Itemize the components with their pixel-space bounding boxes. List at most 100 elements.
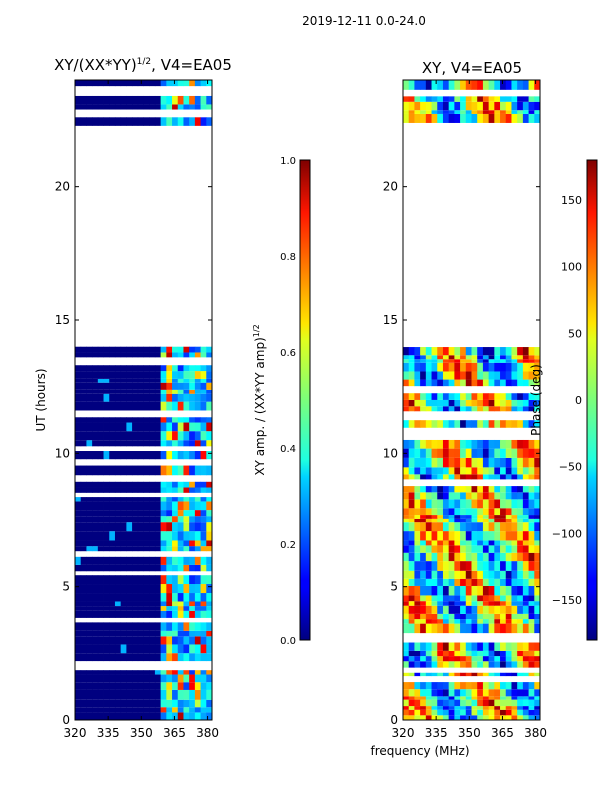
right-heatmap-cell	[431, 371, 438, 380]
right-heatmap-cell	[414, 355, 421, 360]
left-heatmap-cell	[126, 389, 133, 394]
left-heatmap-cell	[206, 510, 213, 517]
right-heatmap-cell	[511, 709, 518, 716]
left-heatmap-cell	[183, 644, 190, 654]
left-heatmap-cell	[160, 674, 167, 683]
right-heatmap-cell	[420, 709, 427, 716]
left-heatmap-cell	[166, 378, 173, 383]
right-heatmap-cell	[500, 448, 507, 458]
right-heatmap-cell	[511, 467, 518, 475]
right-heatmap-cell	[511, 619, 518, 624]
left-heatmap-cell	[86, 510, 93, 517]
right-heatmap-cell	[517, 585, 524, 596]
right-heatmap-cell	[460, 439, 467, 449]
left-heatmap-cell	[137, 636, 144, 645]
right-heatmap-cell	[442, 355, 450, 360]
right-heatmap-cell	[431, 80, 438, 90]
right-heatmap-cell	[414, 486, 421, 493]
right-heatmap-cell	[505, 601, 512, 606]
right-heatmap-cell	[403, 399, 410, 407]
left-heatmap-cell	[183, 401, 190, 411]
left-heatmap-cell	[160, 689, 167, 700]
left-heatmap-cell	[120, 417, 127, 423]
left-heatmap-cell	[160, 670, 167, 675]
left-heatmap-cell	[92, 622, 99, 631]
right-heatmap-cell	[414, 595, 421, 602]
left-heatmap-cell	[177, 531, 184, 541]
right-heatmap-cell	[522, 393, 529, 400]
right-heatmap-cell	[442, 570, 450, 579]
right-heatmap-cell	[522, 642, 529, 651]
left-heatmap-cell	[194, 497, 201, 502]
left-heatmap-cell	[109, 378, 116, 383]
left-heatmap-cell	[143, 352, 150, 358]
left-heatmap-cell	[137, 540, 144, 547]
right-heatmap-cell	[431, 642, 438, 651]
left-heatmap-cell	[120, 540, 127, 547]
left-heatmap-cell	[177, 593, 184, 602]
left-heatmap-cell	[172, 522, 179, 532]
right-heatmap-cell	[420, 605, 427, 614]
right-heatmap-cell	[471, 699, 478, 707]
left-heatmap-cell	[137, 593, 144, 602]
right-heatmap-cell	[494, 420, 501, 428]
right-heatmap-cell	[511, 672, 518, 677]
left-ytick-label: 20	[55, 180, 70, 194]
right-heatmap-cell	[448, 642, 455, 651]
left-heatmap-cell	[120, 104, 127, 110]
right-heatmap-cell	[442, 715, 450, 720]
right-colorbar-gradient	[586, 159, 598, 641]
left-heatmap-cell	[172, 689, 179, 700]
right-heatmap-cell	[454, 605, 461, 614]
left-heatmap-cell	[75, 516, 82, 523]
left-heatmap-cell	[126, 80, 133, 87]
right-heatmap-cell	[465, 347, 472, 356]
left-heatmap-cell	[160, 630, 167, 637]
left-heatmap-cell	[189, 601, 196, 607]
left-heatmap-cell	[149, 95, 156, 105]
left-heatmap-cell	[80, 556, 87, 565]
right-heatmap-cell	[482, 531, 490, 541]
right-heatmap-cell	[477, 492, 484, 500]
right-heatmap-cell	[460, 715, 467, 720]
left-heatmap-cell	[177, 606, 184, 611]
right-heatmap-cell	[442, 601, 450, 606]
right-heatmap-cell	[488, 696, 495, 700]
left-heatmap-cell	[206, 556, 213, 565]
right-heatmap-cell	[448, 399, 455, 407]
right-heatmap-cell	[505, 545, 512, 553]
left-heatmap-cell	[114, 670, 122, 675]
right-heatmap-cell	[448, 406, 455, 412]
left-heatmap-cell	[154, 682, 162, 690]
right-heatmap-cell	[505, 578, 512, 586]
left-heatmap-cell	[109, 653, 116, 662]
left-heatmap-cell	[154, 670, 162, 675]
right-heatmap-cell	[420, 682, 427, 690]
right-heatmap-cell	[408, 650, 415, 657]
left-heatmap-cell	[137, 644, 144, 654]
right-heatmap-cell	[420, 110, 427, 114]
left-heatmap-cell	[137, 670, 144, 675]
left-heatmap-cell	[137, 451, 144, 460]
left-heatmap-cell	[109, 516, 116, 523]
right-heatmap-cell	[425, 508, 432, 516]
right-heatmap-cell	[408, 359, 415, 363]
right-heatmap-cell	[505, 420, 512, 428]
right-heatmap-cell	[403, 492, 410, 500]
left-heatmap-cell	[160, 622, 167, 631]
left-heatmap-cell	[75, 382, 82, 390]
left-heatmap-cell	[149, 531, 156, 541]
right-heatmap-cell	[471, 486, 478, 493]
right-heatmap-cell	[528, 601, 535, 606]
left-heatmap-cell	[172, 670, 179, 675]
left-heatmap-cell	[172, 682, 179, 690]
right-heatmap-cell	[505, 570, 512, 579]
left-heatmap-cell	[75, 117, 82, 126]
left-heatmap-cell	[149, 522, 156, 532]
right-heatmap-cell	[437, 101, 444, 111]
left-heatmap-cell	[177, 382, 184, 390]
left-heatmap-cell	[80, 653, 87, 662]
right-heatmap-cell	[454, 439, 461, 449]
left-heatmap-cell	[149, 516, 156, 523]
right-heatmap-cell	[482, 371, 490, 380]
